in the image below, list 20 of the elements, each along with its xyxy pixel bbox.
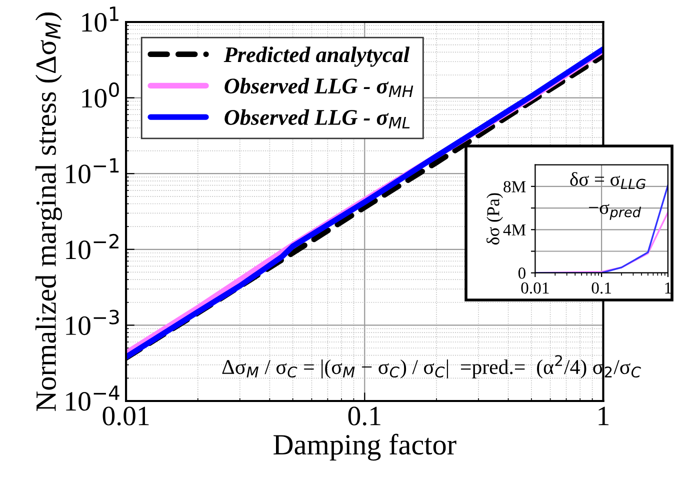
annotation: −σ$_{pred}$ — [589, 204, 642, 220]
y-tick-label: 10$^{1}$ — [82, 6, 118, 32]
annotation: δσ = σ$_{LLG}$ — [570, 172, 646, 190]
x-tick-label: 0.01 — [521, 282, 549, 294]
x-tick-label: 1 — [598, 406, 609, 426]
x-tick-label: 0.1 — [592, 282, 611, 294]
y-axis-title: δσ (Pa) — [486, 193, 503, 245]
x-tick-label: 0.1 — [348, 406, 380, 426]
y-tick-label: 10$^{−2}$ — [66, 234, 118, 260]
legend-label: Observed LLG - σ$_{ML}$ — [224, 109, 410, 128]
y-tick-label: 4M — [503, 224, 526, 236]
y-tick-label: 8M — [504, 181, 526, 192]
x-axis-title: Damping factor — [274, 434, 456, 461]
legend-label: Observed LLG - σ$_{MH}$ — [224, 78, 414, 97]
y-axis-title: Normalized marginal stress (Δσ$_{M}$) — [35, 12, 62, 412]
y-tick-label: 10$^{−3}$ — [66, 310, 119, 336]
legend-label: Predicted analytycal — [224, 46, 410, 67]
y-tick-label: 10$^{−1}$ — [66, 158, 119, 184]
y-tick-label: 10$^{0}$ — [82, 82, 119, 108]
y-tick-label: 0 — [518, 268, 526, 279]
